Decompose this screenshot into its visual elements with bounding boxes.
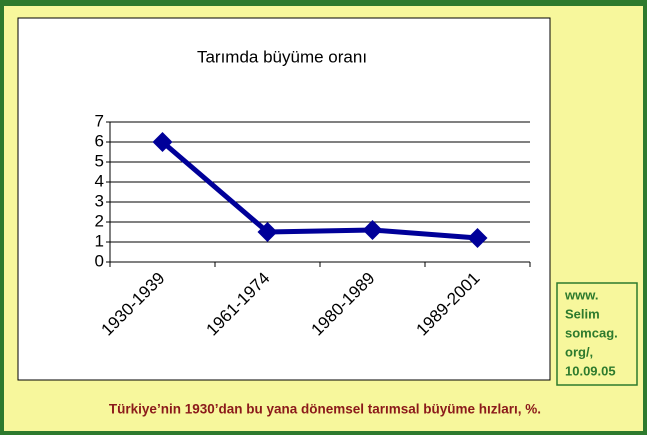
source-box: [556, 282, 638, 386]
y-tick-label: 4: [95, 171, 104, 190]
y-tick-label: 5: [95, 151, 104, 170]
line: [160, 140, 478, 241]
source-text: www.: [564, 287, 598, 302]
source-text: org/,: [565, 344, 593, 359]
y-tick-label: 0: [95, 251, 104, 270]
marker: [257, 222, 278, 242]
marker: [467, 228, 488, 248]
source-text: 10.09.05: [565, 363, 616, 378]
y-tick-label: 6: [95, 131, 104, 150]
marker: [152, 132, 173, 152]
source-text: somcag.: [565, 325, 618, 340]
y-tick-label: 3: [95, 191, 104, 210]
y-tick-label: 7: [95, 111, 104, 130]
chart-box: [17, 17, 551, 381]
y-tick-label: 2: [95, 211, 104, 230]
y-tick-label: 1: [95, 231, 104, 250]
marker: [362, 220, 383, 240]
chart-title: Tarımda büyüme oranı: [197, 47, 367, 66]
source-text: Selim: [565, 306, 600, 321]
caption: Türkiye’nin 1930’dan bu yana dönemsel ta…: [109, 402, 541, 417]
